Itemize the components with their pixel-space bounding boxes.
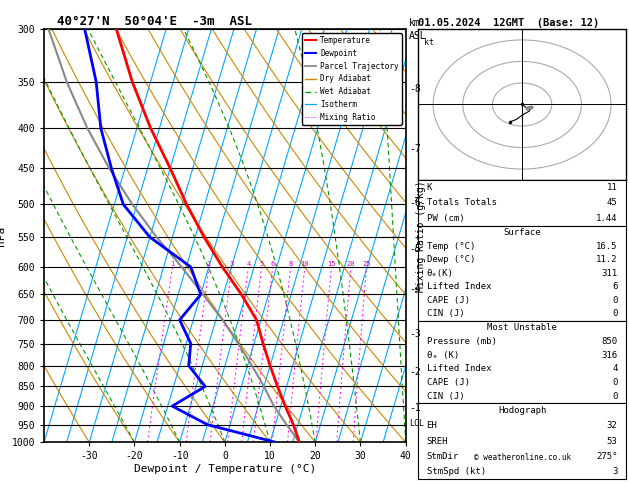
Text: PW (cm): PW (cm) bbox=[426, 214, 464, 223]
Text: -7: -7 bbox=[409, 144, 421, 154]
Text: Lifted Index: Lifted Index bbox=[426, 364, 491, 373]
Y-axis label: hPa: hPa bbox=[0, 226, 6, 246]
Text: -6: -6 bbox=[409, 198, 421, 208]
Text: StmDir: StmDir bbox=[426, 451, 459, 461]
Text: 3: 3 bbox=[230, 261, 234, 267]
Text: 0: 0 bbox=[612, 378, 618, 387]
Text: Most Unstable: Most Unstable bbox=[487, 323, 557, 332]
Text: km: km bbox=[409, 17, 421, 28]
Text: -8: -8 bbox=[409, 84, 421, 94]
Text: Hodograph: Hodograph bbox=[498, 406, 546, 416]
Text: 15: 15 bbox=[327, 261, 336, 267]
Text: 8: 8 bbox=[289, 261, 292, 267]
Text: -5: -5 bbox=[409, 244, 421, 254]
Text: θₑ(K): θₑ(K) bbox=[426, 269, 454, 278]
Text: 316: 316 bbox=[601, 351, 618, 360]
Text: 53: 53 bbox=[607, 436, 618, 446]
Text: 6: 6 bbox=[612, 282, 618, 292]
Text: 5: 5 bbox=[260, 261, 264, 267]
Text: 16.5: 16.5 bbox=[596, 242, 618, 251]
Text: -2: -2 bbox=[409, 367, 421, 377]
Text: EH: EH bbox=[426, 421, 437, 431]
Text: -1: -1 bbox=[409, 403, 421, 413]
Text: Surface: Surface bbox=[503, 228, 541, 237]
Text: kt: kt bbox=[424, 38, 434, 47]
Text: 311: 311 bbox=[601, 269, 618, 278]
Text: -3: -3 bbox=[409, 330, 421, 339]
Legend: Temperature, Dewpoint, Parcel Trajectory, Dry Adiabat, Wet Adiabat, Isotherm, Mi: Temperature, Dewpoint, Parcel Trajectory… bbox=[302, 33, 402, 125]
Text: ASL: ASL bbox=[409, 31, 426, 41]
Text: 20: 20 bbox=[347, 261, 355, 267]
Text: CIN (J): CIN (J) bbox=[426, 310, 464, 318]
Text: 11.2: 11.2 bbox=[596, 255, 618, 264]
Text: 0: 0 bbox=[612, 310, 618, 318]
Text: StmSpd (kt): StmSpd (kt) bbox=[426, 467, 486, 476]
Text: 850: 850 bbox=[601, 337, 618, 346]
Text: Temp (°C): Temp (°C) bbox=[426, 242, 475, 251]
Text: CIN (J): CIN (J) bbox=[426, 392, 464, 401]
Text: 275°: 275° bbox=[596, 451, 618, 461]
Text: 01.05.2024  12GMT  (Base: 12): 01.05.2024 12GMT (Base: 12) bbox=[418, 17, 599, 28]
Text: θₑ (K): θₑ (K) bbox=[426, 351, 459, 360]
Text: 3: 3 bbox=[612, 467, 618, 476]
Text: 2: 2 bbox=[207, 261, 211, 267]
Text: 6: 6 bbox=[270, 261, 275, 267]
Text: CAPE (J): CAPE (J) bbox=[426, 378, 470, 387]
Text: Totals Totals: Totals Totals bbox=[426, 198, 496, 208]
Text: 40°27'N  50°04'E  -3m  ASL: 40°27'N 50°04'E -3m ASL bbox=[57, 15, 252, 28]
Text: LCL: LCL bbox=[409, 419, 424, 429]
Text: 1.44: 1.44 bbox=[596, 214, 618, 223]
Text: © weatheronline.co.uk: © weatheronline.co.uk bbox=[474, 452, 571, 462]
Text: K: K bbox=[426, 183, 432, 192]
Text: 0: 0 bbox=[612, 296, 618, 305]
Text: 45: 45 bbox=[607, 198, 618, 208]
Text: Lifted Index: Lifted Index bbox=[426, 282, 491, 292]
Text: 1: 1 bbox=[170, 261, 175, 267]
Text: 32: 32 bbox=[607, 421, 618, 431]
Text: 4: 4 bbox=[246, 261, 250, 267]
Text: 0: 0 bbox=[612, 392, 618, 401]
Text: Pressure (mb): Pressure (mb) bbox=[426, 337, 496, 346]
Text: 4: 4 bbox=[612, 364, 618, 373]
Text: Mixing Ratio (g/kg): Mixing Ratio (g/kg) bbox=[416, 180, 426, 292]
X-axis label: Dewpoint / Temperature (°C): Dewpoint / Temperature (°C) bbox=[134, 464, 316, 474]
Text: -4: -4 bbox=[409, 284, 421, 294]
Text: SREH: SREH bbox=[426, 436, 448, 446]
Text: 11: 11 bbox=[607, 183, 618, 192]
Text: 10: 10 bbox=[301, 261, 309, 267]
Text: Dewp (°C): Dewp (°C) bbox=[426, 255, 475, 264]
Text: CAPE (J): CAPE (J) bbox=[426, 296, 470, 305]
Text: 25: 25 bbox=[362, 261, 370, 267]
